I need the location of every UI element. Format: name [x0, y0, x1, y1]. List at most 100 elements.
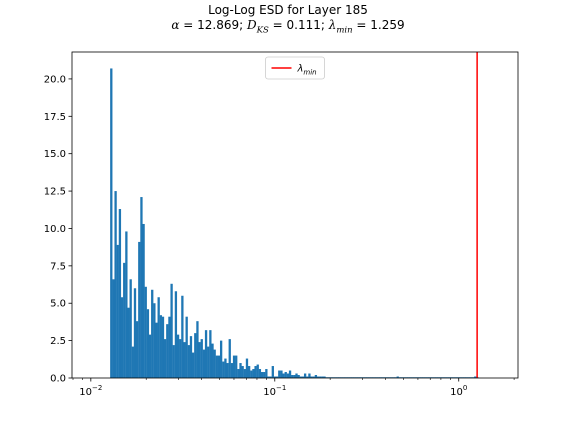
histogram-bar: [200, 339, 203, 378]
histogram-bar: [157, 297, 160, 378]
histogram-bar: [293, 375, 296, 378]
histogram-bar: [142, 223, 145, 378]
histogram-bar: [224, 358, 227, 378]
histogram-bar: [239, 363, 242, 378]
histogram-bar: [219, 340, 223, 378]
histogram-bar: [146, 309, 150, 378]
x-axis: 10−2 10−1 100: [72, 378, 515, 398]
histogram-bar: [144, 286, 147, 378]
y-tick-label: 17.5: [44, 112, 66, 123]
histogram-bar: [123, 262, 126, 378]
histogram-bar: [222, 361, 225, 378]
histogram-bar: [280, 370, 283, 378]
histogram-bar: [243, 369, 246, 378]
alpha-value: 12.869: [197, 18, 240, 32]
histogram-bar: [275, 376, 279, 378]
histogram-bar: [191, 352, 195, 378]
histogram-bar: [198, 342, 201, 378]
histogram-bar: [125, 231, 128, 378]
histogram-bar: [252, 369, 255, 378]
histogram-bar: [151, 289, 154, 378]
histogram-bar: [211, 343, 214, 378]
histogram-bar: [232, 355, 236, 378]
histogram-bar: [265, 369, 268, 378]
histogram-bar: [183, 342, 186, 378]
histogram-bar: [396, 376, 399, 378]
histogram-bar: [286, 373, 290, 378]
histogram-bar: [237, 369, 240, 378]
histogram-bar: [116, 244, 119, 378]
histogram-bar: [148, 334, 152, 378]
histogram-bar: [230, 363, 234, 378]
legend-box: [265, 56, 325, 80]
x-tick-label: 10−2: [79, 384, 102, 398]
histogram-bar: [267, 376, 270, 378]
histogram-bar: [474, 376, 477, 378]
histogram-bar: [260, 372, 264, 378]
histogram-bar: [114, 191, 117, 378]
histogram-bar: [174, 291, 178, 378]
histogram-bar: [306, 376, 309, 378]
histogram-bar: [202, 349, 206, 378]
chart-title: Log-Log ESD for Layer 185: [208, 3, 368, 17]
histogram-bar: [209, 330, 212, 378]
histogram-bar: [235, 355, 238, 378]
histogram-bar: [161, 316, 165, 378]
histogram-bar: [138, 241, 141, 378]
y-axis: 0.0 2.5 5.0 7.5 10.0 12.5 15.0 17.5 20.0: [44, 74, 72, 385]
y-tick-label: 7.5: [50, 261, 66, 272]
histogram-bar: [127, 307, 130, 378]
histogram-bar: [321, 376, 324, 378]
histogram-bar: [247, 366, 251, 378]
histogram-bar: [168, 316, 171, 378]
histogram-bar: [196, 321, 199, 378]
histogram-bar: [159, 315, 162, 378]
histogram-bar: [263, 372, 266, 378]
histogram-bar: [172, 345, 175, 378]
histogram-bar: [215, 355, 218, 378]
histogram-bar: [271, 366, 274, 378]
histogram-bar: [155, 322, 158, 378]
histogram-bar: [226, 363, 229, 378]
histogram-bar: [153, 303, 156, 378]
chart-subtitle: α = 12.869; DKS = 0.111; λmin = 1.259: [171, 18, 405, 36]
histogram-bar: [118, 209, 122, 378]
histogram-bar: [310, 376, 313, 378]
histogram-bar: [187, 345, 190, 378]
histogram-bar: [245, 358, 249, 378]
histogram-bar: [295, 373, 298, 378]
histogram-bar: [303, 373, 307, 378]
histogram-bar: [176, 334, 180, 378]
histogram-bar: [129, 279, 132, 378]
histogram-bar: [288, 370, 292, 378]
histogram-bar: [112, 279, 115, 378]
dks-value: 0.111: [286, 18, 321, 32]
histogram-bar: [170, 283, 173, 378]
plot-frame: [71, 51, 519, 379]
histogram-bar: [256, 364, 259, 378]
histogram-bar: [194, 333, 197, 378]
histogram-bar: [189, 336, 193, 378]
histogram-bar: [133, 288, 137, 378]
histogram-bar: [299, 376, 302, 378]
histogram-bar: [282, 373, 285, 378]
y-tick-label: 20.0: [44, 74, 66, 85]
histogram-bar: [269, 376, 272, 378]
histogram-bar: [163, 339, 167, 378]
histogram-bar: [297, 375, 300, 378]
histogram-bar: [254, 366, 257, 378]
histogram-bar: [312, 376, 315, 378]
histogram-bar: [308, 373, 311, 378]
histogram-bar: [278, 370, 281, 378]
histogram-bar: [316, 376, 320, 378]
x-tick-label: 100: [450, 384, 467, 398]
lambda-min-value: 1.259: [370, 18, 405, 32]
histogram-bar: [140, 197, 143, 378]
histogram-bar: [166, 324, 169, 378]
histogram-bars: [110, 68, 479, 379]
y-tick-label: 2.5: [50, 336, 66, 347]
histogram-bar: [181, 295, 184, 378]
histogram-bar: [131, 346, 134, 378]
y-tick-label: 12.5: [44, 187, 66, 198]
